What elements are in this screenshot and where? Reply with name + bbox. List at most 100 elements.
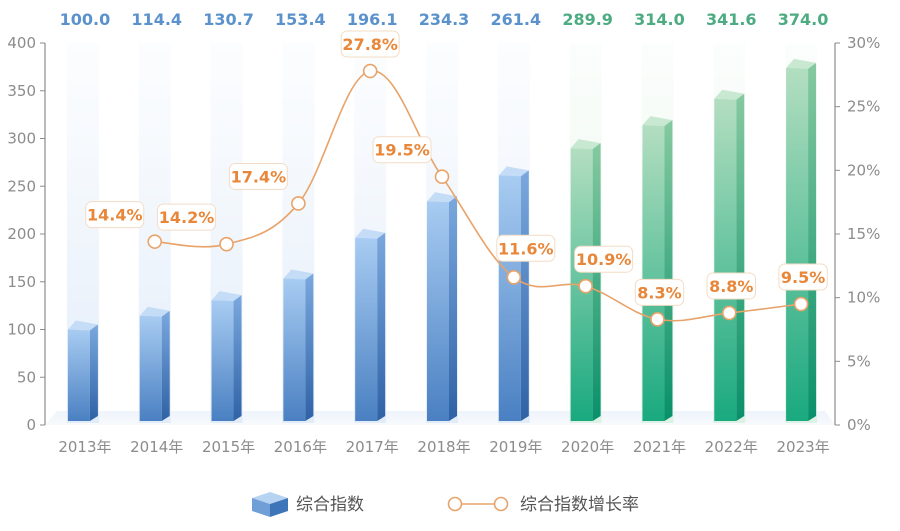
bar-front bbox=[714, 98, 737, 421]
growth-rate-point bbox=[721, 305, 737, 321]
bar-cap bbox=[427, 192, 457, 203]
bar bbox=[355, 228, 386, 421]
x-tick-label: 2023年 bbox=[776, 438, 829, 456]
bar-cap bbox=[786, 58, 817, 69]
bar-value-label: 114.4 bbox=[131, 10, 182, 29]
bar-value-label: 314.0 bbox=[634, 10, 685, 29]
bar-cap bbox=[498, 166, 529, 177]
bar bbox=[139, 306, 170, 421]
bar-side bbox=[377, 232, 386, 421]
bar-value-label: 130.7 bbox=[203, 10, 254, 29]
growth-rate-label: 8.3% bbox=[637, 283, 681, 302]
growth-rate-label-box bbox=[340, 30, 400, 58]
bar bbox=[642, 116, 673, 421]
y-right-tick-label: 10% bbox=[847, 289, 880, 307]
bar-cap bbox=[355, 228, 386, 239]
growth-rate-label-box bbox=[85, 201, 145, 229]
bar-side bbox=[449, 196, 457, 421]
bar-cap bbox=[283, 269, 314, 280]
y-left-tick-label: 300 bbox=[7, 130, 36, 148]
y-left-tick-label: 100 bbox=[7, 321, 36, 339]
bar-front bbox=[283, 278, 306, 421]
y-right-tick-label: 20% bbox=[847, 161, 880, 179]
y-left-tick-label: 50 bbox=[17, 368, 36, 386]
bar-cap bbox=[139, 306, 170, 317]
legend-line-marker-right bbox=[493, 496, 509, 512]
bar-value-label: 289.9 bbox=[562, 10, 613, 29]
x-tick-label: 2016年 bbox=[274, 438, 327, 456]
bar-side bbox=[592, 143, 601, 421]
bar-front bbox=[786, 67, 809, 421]
bar bbox=[786, 58, 817, 421]
bar bbox=[427, 192, 457, 421]
y-right-tick-label: 5% bbox=[847, 352, 871, 370]
bar-side bbox=[664, 120, 673, 421]
bar-value-label: 153.4 bbox=[275, 10, 326, 29]
bar-front bbox=[211, 300, 234, 421]
y-right-tick-label: 30% bbox=[847, 34, 880, 52]
growth-rate-point bbox=[291, 196, 306, 211]
growth-rate-label-box bbox=[778, 263, 828, 291]
bar-side bbox=[520, 170, 529, 421]
growth-rate-label-box bbox=[157, 203, 217, 231]
x-tick-label: 2022年 bbox=[705, 438, 758, 456]
growth-rate-point bbox=[434, 169, 450, 184]
bar-side bbox=[808, 62, 817, 421]
bar-cap bbox=[211, 291, 242, 302]
growth-rate-label-box bbox=[496, 234, 556, 262]
legend-line-marker-left bbox=[447, 496, 463, 512]
growth-rate-label: 9.5% bbox=[781, 268, 825, 287]
x-tick-label: 2013年 bbox=[58, 438, 111, 456]
growth-rate-point bbox=[578, 278, 593, 294]
y-left-tick-label: 200 bbox=[7, 225, 36, 243]
growth-rate-label-box bbox=[372, 136, 432, 164]
bar-front bbox=[498, 175, 521, 421]
legend-line-label: 综合指数增长率 bbox=[520, 495, 639, 515]
legend-bar-icon-right bbox=[270, 498, 288, 517]
x-tick-label: 2019年 bbox=[489, 438, 542, 456]
bar bbox=[67, 320, 98, 421]
x-tick-label: 2020年 bbox=[561, 438, 614, 456]
growth-rate-point bbox=[147, 234, 163, 249]
bar-front bbox=[139, 315, 162, 421]
y-left-tick-label: 250 bbox=[7, 177, 36, 195]
bar-value-label: 196.1 bbox=[347, 10, 398, 29]
bar bbox=[283, 269, 314, 421]
bar-cap bbox=[642, 116, 673, 127]
y-right-tick-label: 0% bbox=[847, 416, 871, 434]
bar bbox=[714, 89, 745, 421]
bar-front bbox=[427, 201, 449, 421]
bar-front bbox=[67, 329, 90, 421]
x-tick-label: 2014年 bbox=[130, 438, 183, 456]
growth-rate-label: 8.8% bbox=[709, 277, 753, 296]
growth-rate-label: 17.4% bbox=[231, 167, 287, 186]
bar-side bbox=[233, 295, 242, 421]
growth-rate-point bbox=[506, 269, 522, 285]
y-right-tick-label: 25% bbox=[847, 98, 880, 116]
bar-cap bbox=[570, 139, 601, 150]
growth-rate-label-box bbox=[574, 245, 634, 273]
growth-rate-point bbox=[362, 63, 378, 79]
bar-value-label: 234.3 bbox=[419, 10, 470, 29]
growth-rate-label: 14.4% bbox=[87, 206, 143, 225]
bar-value-label: 261.4 bbox=[491, 10, 542, 29]
growth-rate-point bbox=[793, 296, 809, 312]
bar-value-label: 100.0 bbox=[60, 10, 111, 29]
growth-rate-label-box bbox=[228, 162, 288, 190]
y-left-tick-label: 0 bbox=[26, 416, 36, 434]
x-tick-label: 2015年 bbox=[202, 438, 255, 456]
bar-front bbox=[355, 237, 378, 421]
bar bbox=[570, 139, 601, 421]
bar-side bbox=[161, 310, 170, 421]
growth-rate-label-box bbox=[634, 278, 685, 306]
x-tick-label: 2021年 bbox=[633, 438, 686, 456]
y-left-tick-label: 350 bbox=[7, 82, 36, 100]
growth-rate-line bbox=[154, 70, 802, 322]
growth-rate-label: 19.5% bbox=[374, 141, 430, 160]
growth-rate-point bbox=[219, 236, 234, 252]
legend-bar-label: 综合指数 bbox=[296, 495, 364, 515]
growth-rate-label: 27.8% bbox=[342, 35, 398, 54]
growth-rate-label: 10.9% bbox=[576, 250, 632, 269]
legend-bar-icon-left bbox=[252, 498, 270, 517]
